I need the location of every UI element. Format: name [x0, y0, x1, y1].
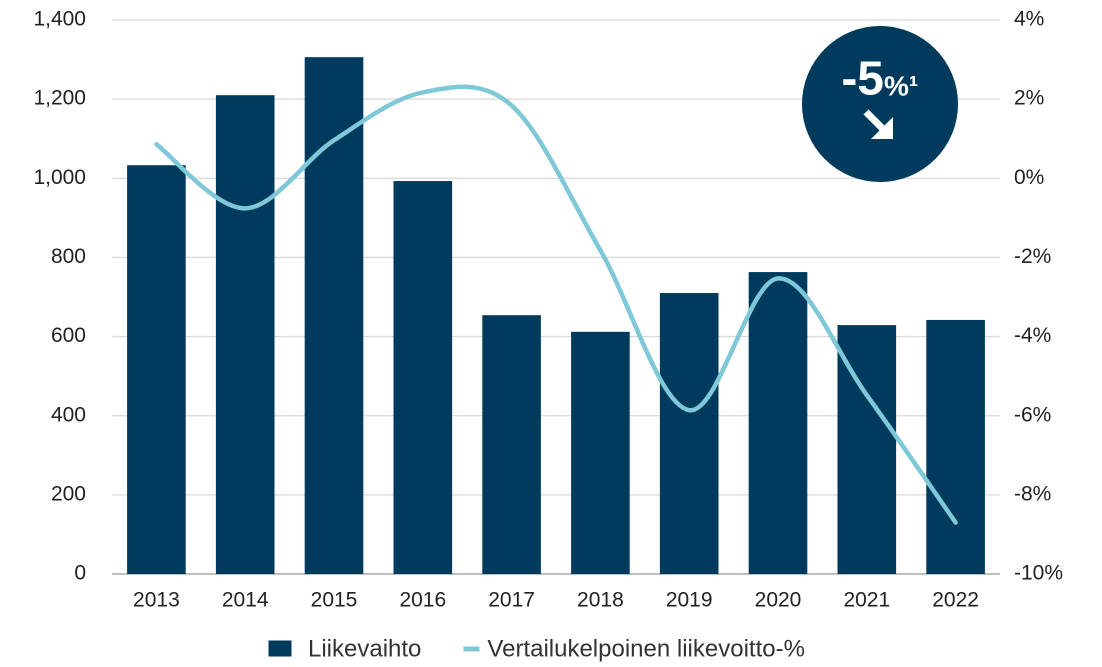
bar: [304, 57, 364, 574]
legend-swatch: [267, 639, 293, 658]
y2-tick-label: -6%: [1014, 403, 1051, 426]
annotation-circle: [802, 26, 958, 182]
y2-tick-label: -4%: [1014, 324, 1051, 347]
y2-tick-label: -8%: [1014, 482, 1051, 505]
bar: [748, 272, 808, 574]
x-tick-label: 2020: [755, 589, 802, 612]
bar: [215, 95, 275, 574]
y-tick-label: 1,200: [33, 87, 86, 110]
y-tick-label: 600: [51, 324, 86, 347]
bar: [393, 181, 453, 574]
x-tick-label: 2021: [843, 589, 890, 612]
legend-label: Liikevaihto: [308, 635, 421, 662]
legend-label: Vertailukelpoinen liikevoitto-%: [487, 635, 805, 662]
x-tick-label: 2017: [488, 589, 535, 612]
bar: [127, 165, 186, 574]
line: [154, 84, 958, 525]
y2-tick-label: -2%: [1014, 245, 1051, 268]
x-tick-label: 2015: [311, 589, 358, 612]
y2-tick-label: 2%: [1014, 87, 1044, 110]
annotation-suffix: %¹: [884, 70, 918, 101]
x-tick-label: 2019: [666, 589, 713, 612]
bar: [571, 331, 630, 574]
y-tick-label: 0: [74, 562, 86, 585]
y-tick-label: 1,000: [33, 166, 86, 189]
bar: [926, 319, 985, 574]
bar: [659, 293, 719, 574]
x-tick-label: 2016: [399, 589, 446, 612]
x-tick-label: 2013: [133, 589, 180, 612]
y-tick-label: 200: [51, 482, 86, 505]
annotation-value: -5: [841, 53, 884, 106]
x-tick-label: 2018: [577, 589, 624, 612]
y2-tick-label: 0%: [1014, 166, 1044, 189]
y2-tick-label: -10%: [1014, 562, 1063, 585]
annotation-arrow: [863, 109, 893, 139]
y-tick-label: 800: [51, 245, 86, 268]
y-tick-label: 400: [51, 403, 86, 426]
x-tick-label: 2014: [222, 589, 269, 612]
y2-tick-label: 4%: [1014, 8, 1044, 31]
bar: [482, 315, 541, 574]
x-tick-label: 2022: [932, 589, 979, 612]
y-tick-label: 1,400: [33, 8, 86, 31]
